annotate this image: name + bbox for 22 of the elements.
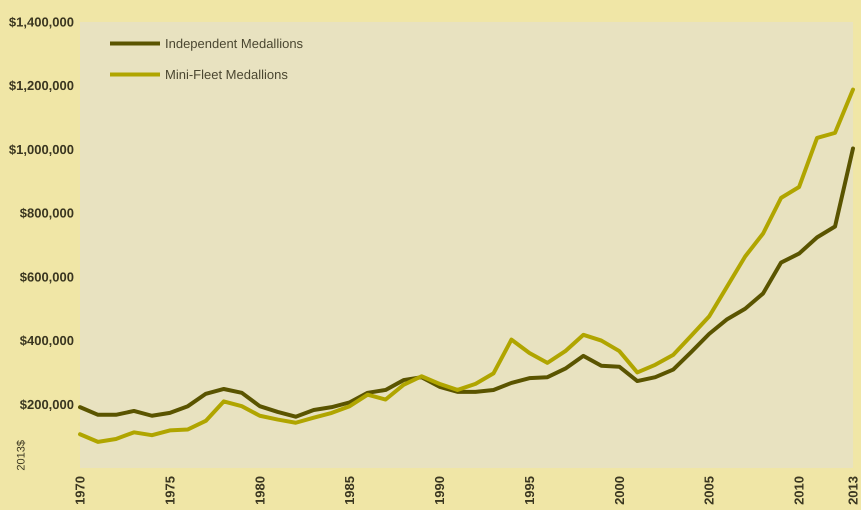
x-tick-label: 2000 <box>612 476 627 505</box>
x-tick-label: 1990 <box>432 476 448 505</box>
line-series <box>78 88 855 444</box>
x-tick-label: 1980 <box>252 476 268 505</box>
y-axis-title: 2013$ <box>16 440 28 471</box>
legend-label: Mini-Fleet Medallions <box>165 67 288 82</box>
y-tick-label: $400,000 <box>20 333 74 348</box>
x-tick-label: 1970 <box>72 476 88 505</box>
x-tick-label: 2013 <box>846 476 860 505</box>
legend-label: Independent Medallions <box>165 36 304 51</box>
x-tick-label: 1995 <box>522 476 537 505</box>
y-tick-label: $600,000 <box>20 269 74 284</box>
y-tick-label: $200,000 <box>20 396 74 412</box>
y-tick-label: $1,000,000 <box>8 142 74 157</box>
x-tick-label: 2010 <box>792 476 807 505</box>
line-series <box>78 146 855 419</box>
y-tick-label: $1,400,000 <box>8 14 74 30</box>
x-tick-label: 2005 <box>702 476 717 505</box>
x-tick-label: 1985 <box>342 476 358 505</box>
y-tick-label: $1,200,000 <box>8 78 74 94</box>
x-tick-label: 1975 <box>162 476 178 505</box>
y-tick-label: $800,000 <box>20 206 74 221</box>
